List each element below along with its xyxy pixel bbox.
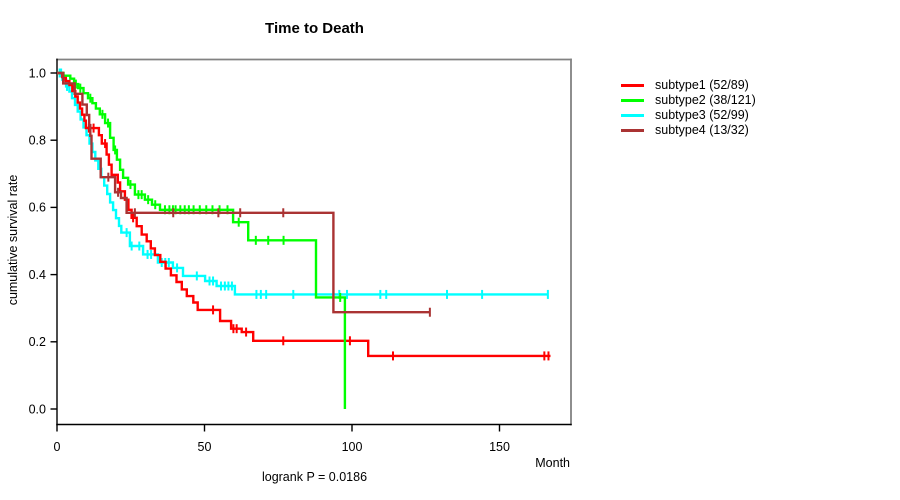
x-tick-label: 0	[54, 440, 61, 454]
x-axis-label: Month	[535, 456, 570, 470]
y-tick-label: 0.4	[29, 268, 46, 282]
curve-subtype4	[57, 71, 430, 314]
y-tick-label: 0.0	[29, 402, 46, 416]
curve-subtype3	[57, 71, 548, 296]
legend: subtype1 (52/89) subtype2 (38/121) subtype…	[621, 78, 756, 138]
legend-item-label: subtype3 (52/99)	[655, 108, 749, 123]
legend-line-swatch	[621, 113, 644, 117]
x-tick-label: 50	[198, 440, 212, 454]
y-tick-label: 1.0	[29, 66, 46, 80]
legend-item-label: subtype4 (13/32)	[655, 123, 749, 138]
legend-line-swatch	[621, 98, 644, 102]
curve-subtype2	[57, 71, 347, 409]
legend-line-swatch	[621, 128, 644, 132]
chart-title: Time to Death	[265, 20, 364, 37]
x-tick-label: 150	[489, 440, 510, 454]
logrank-annotation: logrank P = 0.0186	[261, 470, 368, 484]
legend-item-label: subtype2 (38/121)	[655, 93, 756, 108]
y-tick-label: 0.2	[29, 335, 46, 349]
legend-item-subtype1: subtype1 (52/89)	[621, 78, 756, 93]
legend-item-subtype4: subtype4 (13/32)	[621, 123, 756, 138]
y-tick-label: 0.6	[29, 201, 46, 215]
y-axis-label: cumulative survival rate	[6, 174, 20, 306]
legend-item-label: subtype1 (52/89)	[655, 78, 749, 93]
legend-line-swatch	[621, 83, 644, 87]
curve-subtype1	[57, 71, 551, 358]
y-tick-label: 0.8	[29, 134, 46, 148]
legend-item-subtype3: subtype3 (52/99)	[621, 108, 756, 123]
legend-item-subtype2: subtype2 (38/121)	[621, 93, 756, 108]
x-tick-label: 100	[342, 440, 363, 454]
